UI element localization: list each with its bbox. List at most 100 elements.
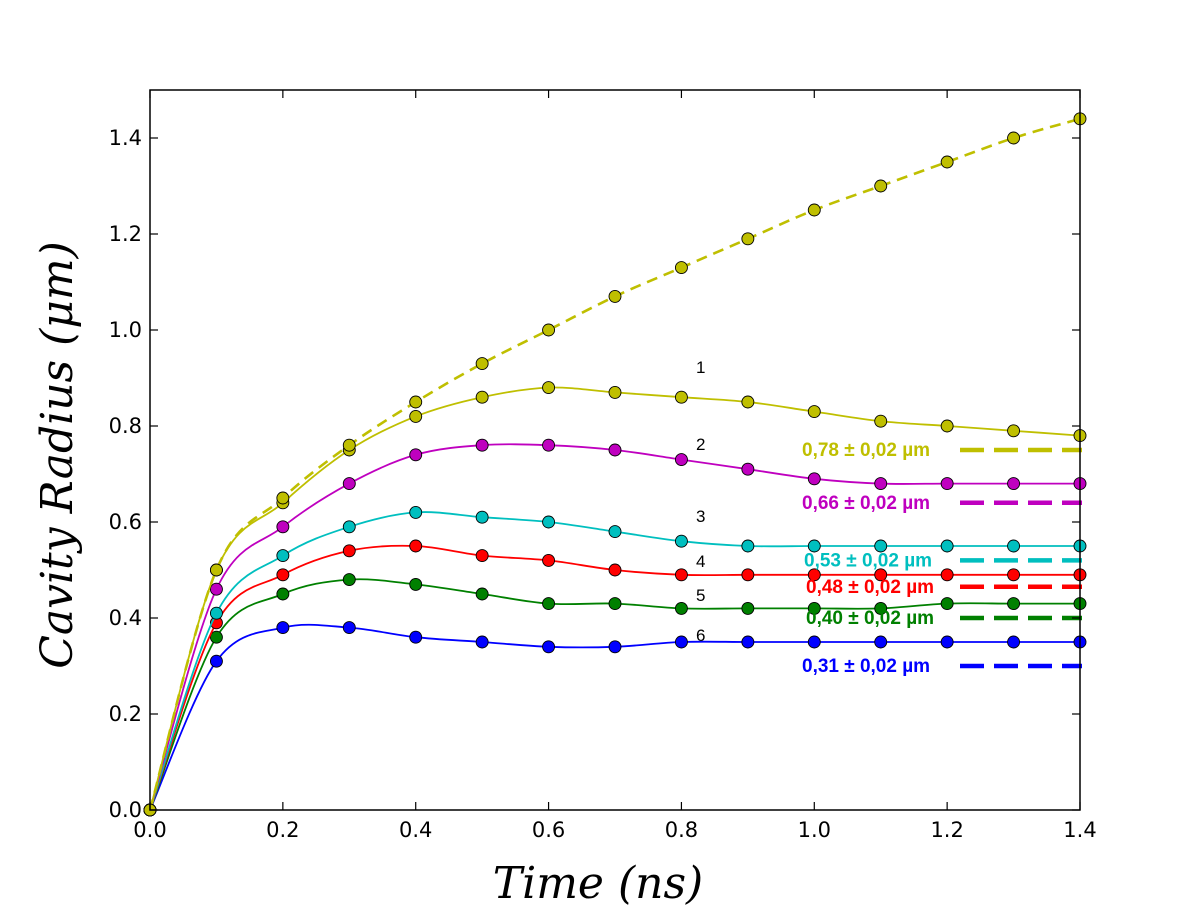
asymptote-label: 0,31 ± 0,02 µm <box>802 656 930 677</box>
data-point <box>674 453 688 467</box>
series-line <box>149 443 1080 811</box>
x-tick-label: 0.2 <box>266 818 299 842</box>
data-point <box>1007 635 1021 649</box>
series-line <box>148 117 1081 811</box>
curve-number-label: 2 <box>696 435 705 454</box>
series-line <box>149 578 1080 811</box>
data-point <box>475 587 489 601</box>
y-tick-label: 0.8 <box>109 414 142 438</box>
series-4: 4 0,48 ± 0,02 µm <box>143 539 1087 817</box>
data-point <box>741 539 755 553</box>
y-tick-label: 1.0 <box>109 318 142 342</box>
axes: 0.0 0.2 0.4 0.6 0.8 1.0 1.2 1.40.00.20.40.60.81… <box>109 89 1097 842</box>
data-point <box>741 601 755 615</box>
data-point <box>342 544 356 558</box>
series-line <box>149 386 1081 811</box>
x-tick-label: 0.6 <box>532 818 565 842</box>
data-point <box>674 534 688 548</box>
data-point <box>1007 424 1021 438</box>
data-point <box>674 635 688 649</box>
data-point <box>475 510 489 524</box>
data-point <box>342 477 356 491</box>
data-point <box>342 438 356 452</box>
asymptote-label: 0,53 ± 0,02 µm <box>804 550 932 571</box>
data-point <box>209 606 223 620</box>
data-point <box>542 553 556 567</box>
data-point <box>741 395 755 409</box>
y-tick-label: 0.0 <box>109 798 142 822</box>
data-point <box>1007 539 1021 553</box>
x-tick-label: 1.4 <box>1063 818 1096 842</box>
data-point <box>342 520 356 534</box>
data-point <box>1007 131 1021 145</box>
data-point <box>276 520 290 534</box>
data-point <box>342 621 356 635</box>
data-point <box>209 582 223 596</box>
series-line <box>149 511 1080 811</box>
data-point <box>674 568 688 582</box>
data-point <box>674 261 688 275</box>
data-point <box>542 381 556 395</box>
data-point <box>276 568 290 582</box>
data-point <box>940 419 954 433</box>
data-point <box>608 289 622 303</box>
x-axis-title: Time (ns) <box>493 858 703 909</box>
y-axis-title: Cavity Radius (μm) <box>32 241 83 669</box>
data-point <box>542 515 556 529</box>
series-dashed <box>143 112 1087 817</box>
asymptote-label: 0,40 ± 0,02 µm <box>806 608 934 629</box>
data-point <box>940 568 954 582</box>
data-point <box>874 179 888 193</box>
data-point <box>874 601 888 615</box>
data-point <box>542 640 556 654</box>
data-point <box>940 597 954 611</box>
plot-frame <box>149 89 1081 811</box>
x-tick-label: 0.0 <box>133 818 166 842</box>
data-point <box>409 395 423 409</box>
data-point <box>807 635 821 649</box>
data-point <box>940 539 954 553</box>
data-point <box>276 549 290 563</box>
data-point <box>874 539 888 553</box>
x-tick-label: 1.2 <box>930 818 963 842</box>
data-point <box>940 155 954 169</box>
data-point <box>807 203 821 217</box>
data-point <box>608 385 622 399</box>
data-point <box>475 390 489 404</box>
data-point <box>409 409 423 423</box>
data-point <box>874 477 888 491</box>
curve-number-label: 1 <box>696 358 705 377</box>
series-2: 2 0,66 ± 0,02 µm <box>143 435 1087 817</box>
series-line <box>149 544 1080 811</box>
data-point <box>1007 597 1021 611</box>
data-point <box>409 577 423 591</box>
series-3: 3 0,53 ± 0,02 µm <box>143 505 1087 817</box>
data-point <box>209 563 223 577</box>
data-point <box>608 640 622 654</box>
data-point <box>542 597 556 611</box>
data-point <box>276 491 290 505</box>
curve-number-label: 6 <box>696 626 705 645</box>
data-point <box>409 630 423 644</box>
data-point <box>542 323 556 337</box>
x-tick-label: 0.4 <box>399 818 432 842</box>
asymptote-label: 0,78 ± 0,02 µm <box>802 440 930 461</box>
data-point <box>874 635 888 649</box>
asymptote-label: 0,48 ± 0,02 µm <box>806 577 934 598</box>
data-point <box>940 635 954 649</box>
data-point <box>807 472 821 486</box>
data-point <box>608 597 622 611</box>
data-point <box>741 635 755 649</box>
data-point <box>1007 477 1021 491</box>
data-point <box>874 414 888 428</box>
series-6: 6 0,31 ± 0,02 µm <box>143 621 1087 817</box>
y-tick-label: 1.4 <box>109 126 142 150</box>
data-point <box>409 505 423 519</box>
y-tick-label: 1.2 <box>109 222 142 246</box>
data-point <box>807 539 821 553</box>
y-tick-label: 0.2 <box>109 702 142 726</box>
data-point <box>475 357 489 371</box>
data-point <box>608 525 622 539</box>
data-point <box>276 621 290 635</box>
